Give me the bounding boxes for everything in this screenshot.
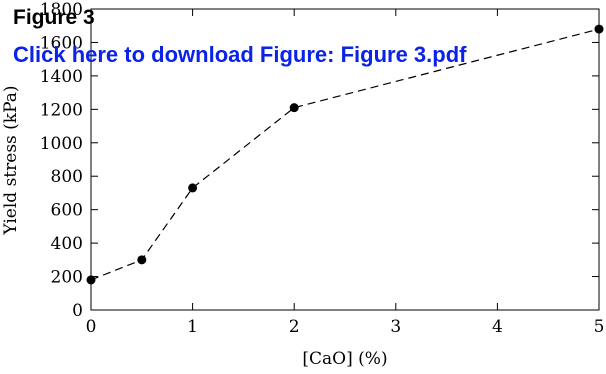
y-tick-label: 1800 <box>40 0 83 20</box>
y-tick-label: 1000 <box>40 134 83 154</box>
data-point <box>86 275 96 285</box>
data-point <box>137 255 147 265</box>
y-tick-label: 1600 <box>40 33 83 53</box>
y-tick-label: 0 <box>72 301 83 321</box>
data-point <box>188 183 198 193</box>
y-tick-label: 800 <box>51 167 83 187</box>
y-tick-label: 600 <box>51 201 83 221</box>
y-tick-label: 1400 <box>40 67 83 87</box>
y-tick-label: 400 <box>51 234 83 254</box>
x-tick-label: 5 <box>594 317 605 337</box>
ticks-layer: 0 1 2 3 4 5 0 200 400 600 800 1000 1200 1400 1600 1800 <box>40 0 605 337</box>
figure-title: Figure 3 <box>13 6 95 29</box>
x-tick-label: 2 <box>289 317 300 337</box>
x-axis-label: [CaO] (%) <box>302 349 387 369</box>
data-point <box>594 24 604 34</box>
x-tick-label: 4 <box>492 317 503 337</box>
y-axis-label: Yield stress (kPa) <box>1 85 21 235</box>
series-layer <box>86 24 604 285</box>
x-tick-label: 0 <box>86 317 97 337</box>
download-figure-link[interactable]: Click here to download Figure: Figure 3.… <box>13 42 467 67</box>
y-tick-label: 1200 <box>40 100 83 120</box>
x-tick-label: 1 <box>187 317 198 337</box>
x-tick-label: 3 <box>390 317 401 337</box>
data-point <box>289 103 299 113</box>
series-line <box>90 28 600 281</box>
plot-frame <box>90 8 600 311</box>
y-tick-label: 200 <box>51 268 83 288</box>
